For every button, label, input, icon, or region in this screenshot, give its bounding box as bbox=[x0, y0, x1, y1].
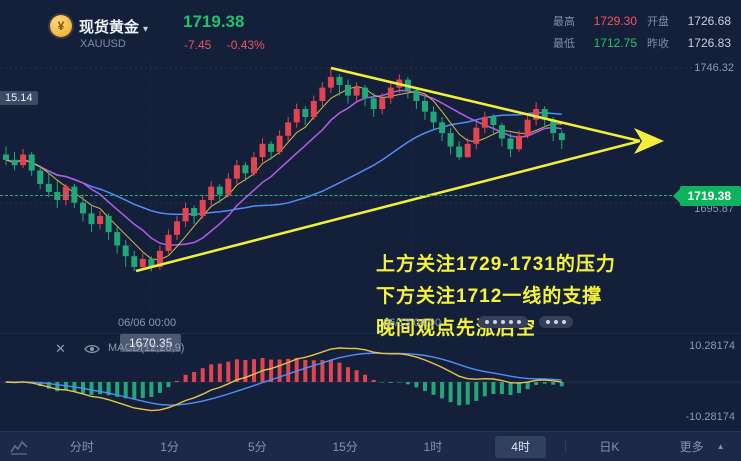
macd-chart bbox=[0, 347, 741, 412]
toolbar-divider bbox=[564, 440, 566, 453]
current-price-line bbox=[0, 195, 672, 196]
header: ¥ 现货黄金 ▾ XAUUSD 1719.38 -7.45 -0.43% 最高 1… bbox=[0, 0, 741, 55]
tab-5min[interactable]: 5分 bbox=[248, 440, 267, 454]
price-change: -7.45 -0.43% bbox=[184, 38, 277, 52]
upper-trendline bbox=[330, 66, 641, 143]
tab-1min[interactable]: 1分 bbox=[160, 440, 179, 454]
change-value: -7.45 bbox=[184, 38, 212, 52]
pager-dots-group[interactable] bbox=[539, 316, 573, 328]
close-icon[interactable]: ✕ bbox=[55, 341, 66, 356]
chevron-down-icon: ▾ bbox=[143, 24, 149, 35]
trendline-overlay bbox=[135, 66, 664, 273]
dot bbox=[546, 320, 550, 324]
dot bbox=[562, 320, 566, 324]
macd-lower-value: -10.28174 bbox=[685, 411, 735, 423]
clipped-price-label: 15.14 bbox=[0, 91, 38, 105]
lower-trendline bbox=[135, 139, 641, 273]
symbol-selector[interactable]: 现货黄金 ▾ bbox=[79, 16, 148, 37]
time-label: 06/13 04:00 bbox=[383, 317, 442, 329]
stat-label: 最高 bbox=[553, 16, 575, 28]
pager-dots-group[interactable] bbox=[478, 316, 528, 328]
stat-high: 1729.30 bbox=[593, 14, 637, 28]
tab-15min[interactable]: 15分 bbox=[332, 440, 358, 454]
dot bbox=[501, 320, 505, 324]
tab-1hour[interactable]: 1时 bbox=[423, 440, 443, 454]
more-button[interactable]: 更多 ▲ bbox=[679, 440, 725, 454]
trend-arrow-icon bbox=[634, 128, 664, 154]
gold-coin-icon: ¥ bbox=[50, 15, 72, 37]
symbol-name: 现货黄金 bbox=[79, 19, 140, 36]
stat-label: 开盘 bbox=[647, 16, 669, 28]
macd-label: MACD(12,26,9) bbox=[108, 342, 185, 354]
tab-daily[interactable]: 日K bbox=[599, 440, 620, 454]
y-axis-label-bottom: 1695.87 bbox=[694, 203, 734, 215]
chart-type-icon[interactable] bbox=[0, 439, 38, 455]
stat-low: 1712.75 bbox=[593, 36, 637, 50]
stat-label: 最低 bbox=[553, 38, 575, 50]
candlestick-chart[interactable]: 1746.32 1695.87 15.14 1670.35 1719.38 上方… bbox=[0, 55, 741, 352]
stat-open: 1726.68 bbox=[687, 14, 731, 28]
annotation-line: 下方关注1712一线的支撑 bbox=[376, 286, 603, 307]
low-price-marker: 1670.35 bbox=[120, 334, 182, 352]
daily-stats: 最高 1729.30 开盘 1726.68 最低 1712.75 昨收 1726… bbox=[553, 13, 731, 51]
candles-layer bbox=[0, 55, 700, 313]
stat-prev-close: 1726.83 bbox=[687, 36, 731, 50]
tab-timeline[interactable]: 分时 bbox=[69, 440, 94, 454]
dot bbox=[493, 320, 497, 324]
change-percent: -0.43% bbox=[226, 38, 265, 52]
stat-label: 昨收 bbox=[647, 38, 669, 50]
time-axis: 06/06 00:00 06/13 04:00 bbox=[0, 313, 741, 333]
dot bbox=[509, 320, 513, 324]
last-price: 1719.38 bbox=[183, 12, 245, 31]
current-price-badge: 1719.38 bbox=[672, 186, 741, 206]
dot bbox=[554, 320, 558, 324]
y-axis-label-top: 1746.32 bbox=[694, 62, 734, 74]
interval-toolbar: 分时 1分 5分 15分 1时 4时 日K 更多 ▲ bbox=[0, 431, 741, 461]
symbol-code: XAUUSD bbox=[80, 38, 126, 50]
dot bbox=[485, 320, 489, 324]
dot bbox=[517, 320, 521, 324]
tab-4hour[interactable]: 4时 bbox=[477, 436, 565, 458]
macd-upper-value: 10.28174 bbox=[689, 340, 735, 352]
macd-panel[interactable]: ✕ MACD(12,26,9) 10.28174 -10.28174 bbox=[0, 333, 741, 428]
time-label: 06/06 00:00 bbox=[118, 317, 177, 329]
chevron-up-icon: ▲ bbox=[716, 442, 725, 451]
annotation-line: 上方关注1729-1731的压力 bbox=[376, 254, 616, 275]
